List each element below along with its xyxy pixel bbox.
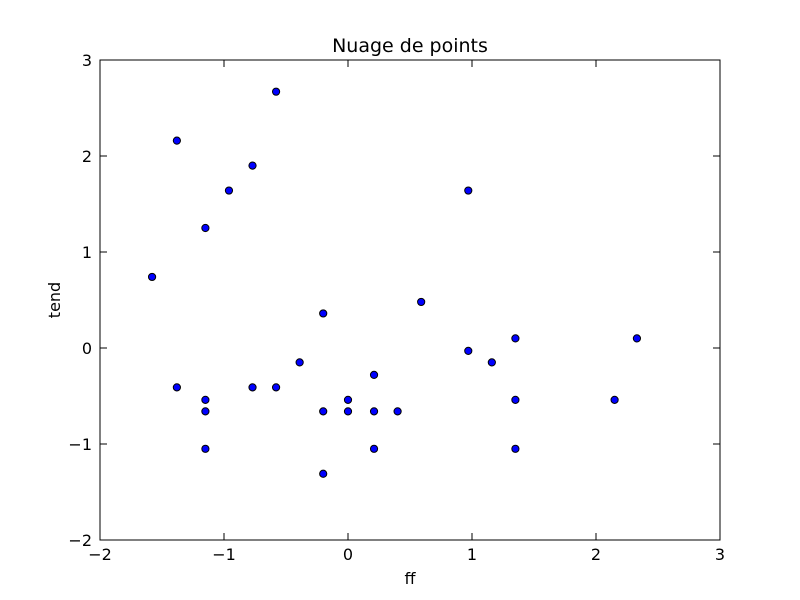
x-tick-label: 3 [715,545,725,564]
data-point [248,161,257,170]
data-point [369,407,379,416]
data-point [147,272,157,282]
x-tick-label: 2 [591,545,601,564]
data-point [172,136,181,145]
y-tick-label: 3 [82,51,92,70]
plot-frame [99,59,721,541]
data-point [271,383,281,392]
data-point [172,383,181,392]
data-point [369,444,379,453]
y-tick-label: 2 [82,147,92,166]
data-point [295,358,304,367]
data-point [343,395,353,404]
data-point [201,395,210,404]
data-point [201,407,210,416]
y-tick-label: −2 [68,531,92,550]
plot-area: −2 −1 0 1 2 3 −2 −1 0 1 2 3 [68,51,725,564]
data-point [511,444,520,453]
y-tick-label: 1 [82,243,92,262]
y-axis-title: tend [45,282,64,318]
x-tick-label: −2 [88,545,112,564]
data-point [487,358,496,367]
data-point [464,346,473,355]
data-point [271,87,281,96]
data-point [511,334,520,343]
data-point [201,444,210,453]
data-point [343,407,353,416]
data-point [319,407,328,416]
data-point [511,395,520,404]
data-point [201,223,210,233]
data-point [417,297,426,307]
y-tick-label: 0 [82,339,92,358]
x-axis-title: ff [404,569,416,588]
data-point [224,186,234,195]
x-tick-label: 1 [467,545,477,564]
data-point [319,469,328,478]
y-tick-label: −1 [68,435,92,454]
data-point [319,309,328,318]
x-tick-label: −1 [212,545,236,564]
x-tick-label: 0 [343,545,353,564]
chart-title: Nuage de points [332,35,488,57]
data-point [369,370,379,379]
data-point [632,334,642,343]
data-point [248,383,257,392]
data-point [610,395,619,404]
data-point [464,186,473,195]
data-point [393,407,402,416]
